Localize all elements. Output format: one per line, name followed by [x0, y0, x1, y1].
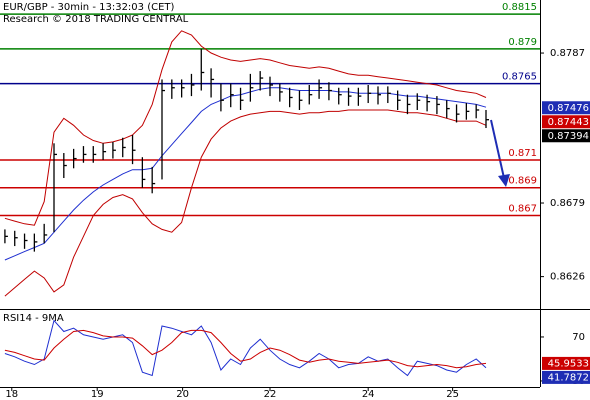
y-tick-label: 0.8679	[550, 198, 585, 209]
rsi-title: RSI14 - 9MA	[3, 313, 64, 324]
x-tick-label: 20	[176, 389, 189, 400]
x-tick-label: 25	[446, 389, 459, 400]
overlay-line	[4, 30, 487, 226]
arrow-head	[498, 174, 510, 187]
y-tick-label: 70	[572, 332, 585, 343]
level-label: 0.879	[508, 37, 537, 48]
level-label: 0.867	[508, 204, 537, 215]
rsi-line	[4, 329, 487, 369]
level-label: 0.871	[508, 148, 537, 159]
chart-subtitle: Research © 2018 TRADING CENTRAL	[3, 14, 189, 25]
x-tick-label: 19	[91, 389, 104, 400]
level-label: 0.8815	[502, 2, 537, 13]
overlay-line	[4, 109, 487, 297]
y-tick-label: 0.8787	[550, 48, 585, 59]
value-box	[542, 370, 590, 384]
value-box-label: 0.87394	[548, 131, 589, 142]
value-box	[542, 129, 590, 143]
value-box-label: 45.9533	[548, 358, 589, 369]
y-tick-label: 0.8626	[550, 272, 585, 283]
value-box	[542, 356, 590, 370]
value-box-label: 0.87443	[548, 117, 589, 128]
arrow-shaft	[490, 119, 505, 179]
value-box-label: 0.87476	[548, 103, 589, 114]
overlay-line	[4, 87, 487, 261]
level-label: 0.8765	[502, 72, 537, 83]
price-plot: 0.8815 0.879 0.8765 0.871 0.869 0.867	[0, 2, 540, 297]
x-tick-label: 18	[5, 389, 18, 400]
value-box	[542, 115, 590, 129]
value-box	[542, 101, 590, 115]
level-label: 0.869	[508, 176, 537, 187]
x-tick-label: 22	[264, 389, 277, 400]
forecast-arrow	[490, 119, 510, 187]
chart-title: EUR/GBP - 30min - 13:32:03 (CET)	[3, 2, 175, 13]
rsi-line	[4, 319, 487, 377]
x-tick-label: 24	[362, 389, 375, 400]
value-box-label: 41.7872	[548, 372, 589, 383]
